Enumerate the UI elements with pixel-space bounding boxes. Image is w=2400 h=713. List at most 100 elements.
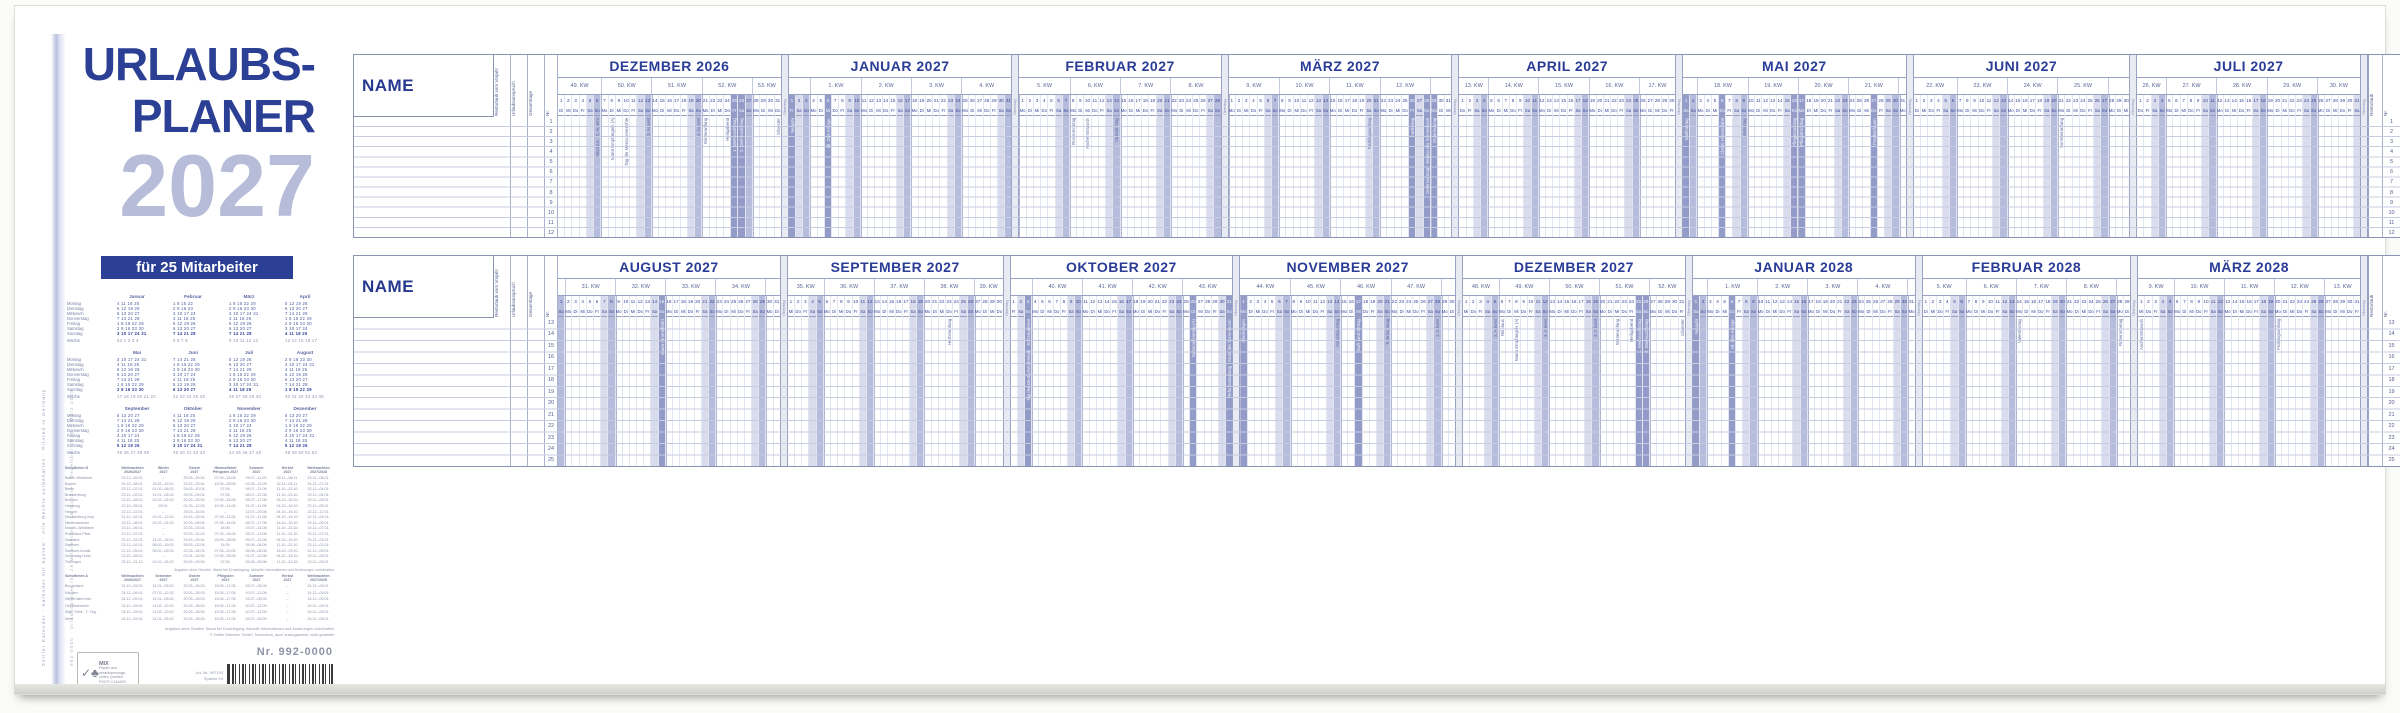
day-body-stripe: [594, 317, 600, 466]
day-number: 9: [2197, 299, 2201, 304]
day-body-stripe: [1027, 116, 1033, 237]
weekday-abbr: Do: [774, 106, 781, 116]
day-number: 11: [860, 299, 866, 304]
day-column: 4 Mo: [810, 95, 818, 237]
day-body-stripe: [1269, 317, 1275, 466]
day-number: 17: [2038, 299, 2044, 304]
day-body-stripe: [753, 116, 759, 237]
mini-calendar-day-row: 7 14 21 28: [173, 428, 196, 433]
holiday-label: Tag der Deutschen Einheit · Erntedankfes…: [1025, 319, 1031, 402]
ferien-column-header: Weihnachten 2027/2028: [307, 466, 330, 475]
day-number: 8: [1515, 299, 1518, 304]
day-body-stripe: [558, 116, 564, 237]
day-body-stripe: [1835, 116, 1841, 237]
day-body-stripe: [1657, 317, 1663, 466]
day-number: 26: [1643, 299, 1649, 304]
calendar-week-label: [1898, 78, 1905, 94]
day-column: 19 Mo: [1589, 95, 1597, 237]
mini-calendar-month-name: März: [243, 295, 255, 300]
ferien-date-range: 15.05.–17.05.: [214, 610, 237, 615]
weekday-abbr: So: [759, 307, 766, 317]
row-number: 3: [549, 139, 553, 146]
weekday-abbr: Sa: [738, 106, 745, 116]
calendar-week-label: 34. KW: [715, 279, 765, 295]
day-number: 25: [1183, 299, 1189, 304]
month-block: AUGUST 2027 31. KW 32. KW 33. KW 34. KW 1 So 2 M…: [558, 256, 780, 466]
weekday-abbr: Mi: [1654, 106, 1661, 116]
day-body-stripe: [1154, 317, 1160, 466]
ferien-date-range: 14.02.–19.02.: [152, 603, 175, 608]
weekday-abbr: Mo: [1340, 307, 1348, 317]
calendar-week-label: 3. KW: [1807, 279, 1857, 295]
ferien-date-range: 04.10.–16.10.: [276, 554, 299, 559]
day-column: 15 Fr: [1111, 296, 1119, 466]
day-number: 3: [2153, 98, 2157, 103]
ferien-date-range: 19.07.–31.08.: [245, 526, 268, 531]
calendar-week-row: 1. KW 2. KW 3. KW 4. KW: [1692, 279, 1915, 296]
mini-calendar-day-row: 6 13 20 27: [173, 423, 196, 428]
day-column: 4 Do: [1250, 95, 1258, 237]
day-column: 31 Do Silvester: [774, 95, 781, 237]
day-column: 9 Di: [1297, 296, 1306, 466]
fsc-line2: vollen Quellen: [98, 675, 123, 680]
month-title: JANUAR 2027: [788, 55, 1012, 78]
day-body-stripe: [2253, 317, 2259, 466]
day-column: 28 Sa: [752, 296, 760, 466]
day-column: 10 Sa: [2202, 95, 2210, 237]
day-number: 25: [962, 98, 968, 103]
day-column: 6 Mi Hl. Drei Könige: [824, 95, 833, 237]
day-column: 5 Fr: [1257, 95, 1265, 237]
day-body-stripe: [1654, 116, 1660, 237]
day-body-stripe: [1186, 116, 1192, 237]
day-body-stripe: [2217, 116, 2223, 237]
day-body-stripe: [572, 116, 578, 237]
holiday-label: Maifeiertag: [1683, 118, 1689, 140]
day-body-stripe: [1647, 116, 1653, 237]
ferien-date-range: 23.03.–31.03.: [183, 531, 206, 536]
day-number: 17: [674, 98, 680, 103]
day-body-stripe: [1111, 317, 1117, 466]
ferien-date-range: 07.05.: [220, 492, 231, 497]
day-number: 3: [1709, 299, 1712, 304]
day-number: 22: [1835, 98, 1841, 103]
day-body-stripe: [998, 116, 1004, 237]
day-column: 20 Fr: [694, 296, 702, 466]
day-body-stripe: [1243, 116, 1249, 237]
mini-calendar-row-label: Mittwoch: [67, 311, 84, 316]
day-body-stripe: [875, 116, 881, 237]
day-column: 27 Sa: [1416, 95, 1424, 237]
calendar-week-label: 47. KW: [1390, 279, 1441, 295]
day-column: 19 Sa: [2043, 95, 2051, 237]
day-column: 26 Di: [969, 95, 977, 237]
mini-calendar-day-row: 4 11 18 25: [173, 377, 196, 382]
day-body-stripe: [2231, 116, 2237, 237]
weekday-abbr: So: [1384, 307, 1391, 317]
day-column: 19 Mo: [2267, 95, 2275, 237]
day-body-stripe: [2009, 317, 2015, 466]
mini-calendar-row-labels: Montag Dienstag Mittwoch Donnerstag Freitag S…: [67, 406, 109, 455]
day-number: 31: [1226, 299, 1232, 304]
day-number: 4: [2160, 98, 2164, 103]
day-body-stripe: [968, 317, 974, 466]
row-number: 23: [2388, 434, 2395, 441]
day-body-stripe: [1878, 116, 1884, 237]
day-body-stripe: [2274, 116, 2280, 237]
day-body-stripe: [1470, 317, 1476, 466]
ferien-row: Burgenland 24.12.–09.01. 31.01.–05.02. 20.0…: [65, 584, 335, 591]
day-column: 19 Fr: [1358, 95, 1366, 237]
weekday-abbr: Di: [830, 307, 838, 317]
holiday-label: Nikolaus: [1499, 319, 1505, 336]
day-column: 8 Fr: [839, 95, 847, 237]
mini-calendar-day-row: 5 12 19 26: [285, 443, 308, 448]
mini-calendar-day-row: 1 8 15 22 29: [117, 321, 144, 326]
day-body-stripe: [1957, 116, 1963, 237]
day-column: 6 Mo: [2174, 296, 2182, 466]
day-number: 20: [2275, 299, 2281, 304]
day-column: 9 Mi: [1980, 296, 1988, 466]
day-body-stripe: [2203, 317, 2209, 466]
weekday-abbr: So: [708, 307, 716, 317]
school-holidays-germany-table: Schulferien D Weihnachten 2026/2027 Winter…: [65, 466, 335, 572]
ferien-state-name: Rheinland-Pfalz: [65, 531, 91, 536]
day-column: 5 So: [816, 296, 824, 466]
day-number: 15: [1341, 299, 1347, 304]
